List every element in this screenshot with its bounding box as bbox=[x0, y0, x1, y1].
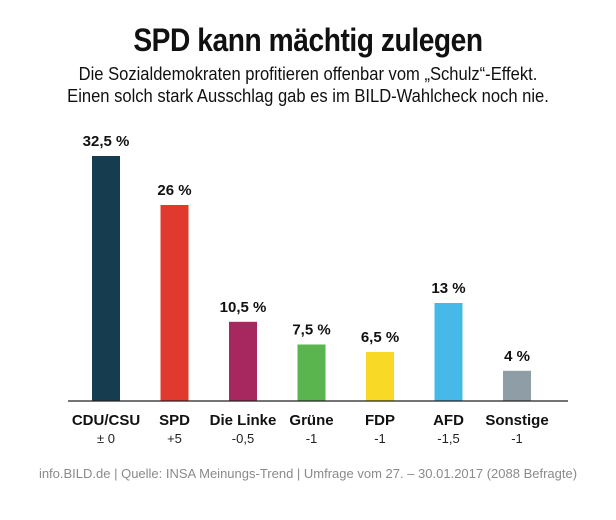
value-label-spd: 26 % bbox=[157, 182, 191, 199]
change-label-cdu-csu: ± 0 bbox=[97, 431, 115, 446]
chart-subtitle-line-1: Die Sozialdemokraten profitieren offenba… bbox=[78, 64, 538, 84]
value-label-sonstige: 4 % bbox=[504, 348, 530, 365]
chart-subtitle-line-2: Einen solch stark Ausschlag gab es im BI… bbox=[67, 86, 549, 106]
bars-group bbox=[92, 156, 531, 401]
value-label-die-linke: 10,5 % bbox=[220, 299, 267, 316]
bar-sonstige bbox=[503, 370, 531, 401]
change-label-fdp: -1 bbox=[374, 431, 386, 446]
value-label-fdp: 6,5 % bbox=[361, 329, 399, 346]
change-label-sonstige: -1 bbox=[511, 431, 523, 446]
change-label-spd: +5 bbox=[167, 431, 182, 446]
category-label-gruene: Grüne bbox=[289, 412, 333, 429]
bar-cdu-csu bbox=[92, 156, 120, 401]
category-label-afd: AFD bbox=[433, 412, 464, 429]
bar-spd bbox=[160, 205, 189, 401]
category-label-cdu-csu: CDU/CSU bbox=[72, 412, 140, 429]
change-label-afd: -1,5 bbox=[437, 431, 459, 446]
source-note: info.BILD.de | Quelle: INSA Meinungs-Tre… bbox=[38, 466, 578, 481]
value-label-cdu-csu: 32,5 % bbox=[83, 133, 130, 150]
bar-fdp bbox=[366, 352, 394, 401]
bar-die-linke bbox=[229, 321, 257, 401]
labels-group: 32,5 % CDU/CSU ± 0 26 % SPD +5 10,5 % Die Linke… bbox=[72, 133, 549, 446]
category-label-fdp: FDP bbox=[365, 412, 395, 429]
category-label-sonstige: Sonstige bbox=[485, 412, 548, 429]
category-label-spd: SPD bbox=[159, 412, 190, 429]
change-label-gruene: -1 bbox=[306, 431, 318, 446]
change-label-die-linke: -0,5 bbox=[232, 431, 254, 446]
chart-title: SPD kann mächtig zulegen bbox=[133, 22, 483, 58]
value-label-afd: 13 % bbox=[431, 280, 465, 297]
bar-gruene bbox=[297, 344, 326, 401]
bar-afd bbox=[434, 303, 463, 401]
value-label-gruene: 7,5 % bbox=[292, 322, 330, 339]
category-label-die-linke: Die Linke bbox=[210, 412, 277, 429]
